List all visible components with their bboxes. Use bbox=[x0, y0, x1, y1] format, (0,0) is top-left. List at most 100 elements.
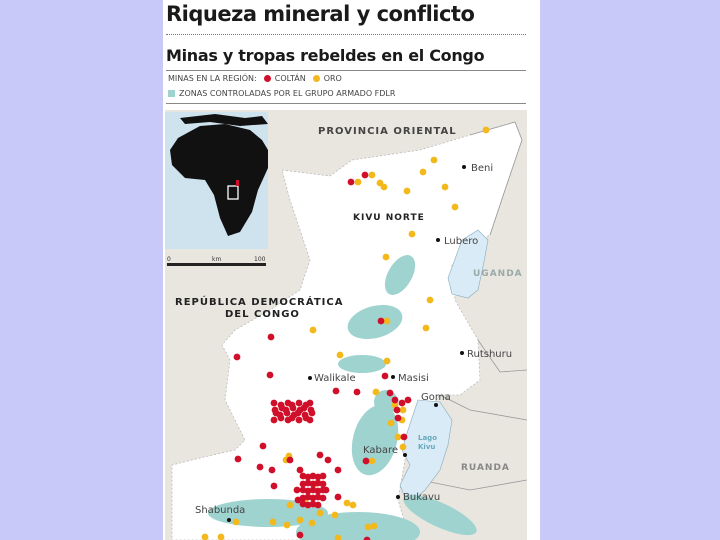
scale-unit: km bbox=[212, 256, 221, 263]
coltan-mine-dot bbox=[394, 414, 402, 422]
coltan-mine-dot bbox=[277, 414, 285, 422]
coltan-mine-dot bbox=[319, 480, 327, 488]
coltan-mine-dot bbox=[391, 396, 399, 404]
gold-mine-dot bbox=[399, 443, 407, 451]
coltan-mine-dot bbox=[289, 404, 297, 412]
zone-square-icon bbox=[168, 90, 175, 97]
gold-mine-dot bbox=[269, 518, 277, 526]
coltan-mine-dot bbox=[334, 493, 342, 501]
coltan-mine-dot bbox=[266, 371, 274, 379]
coltan-mine-dot bbox=[393, 406, 401, 414]
city-label-bukavu: Bukavu bbox=[403, 492, 440, 503]
city-marker-goma bbox=[434, 403, 438, 407]
city-marker-beni bbox=[462, 165, 466, 169]
gold-mine-dot bbox=[419, 168, 427, 176]
coltan-mine-dot bbox=[381, 372, 389, 380]
coltan-mine-dot bbox=[259, 442, 267, 450]
coltan-mine-dot bbox=[319, 494, 327, 502]
legend-zones-label: ZONAS CONTROLADAS POR EL GRUPO ARMADO FD… bbox=[179, 89, 396, 98]
coltan-dot-icon bbox=[263, 75, 271, 82]
coltan-mine-dot bbox=[233, 353, 241, 361]
region-uganda: UGANDA bbox=[473, 269, 523, 279]
coltan-mine-dot bbox=[362, 457, 370, 465]
gold-mine-dot bbox=[309, 326, 317, 334]
legend-coltan-label: COLTÁN bbox=[274, 74, 306, 83]
gold-mine-dot bbox=[364, 523, 372, 531]
coltan-mine-dot bbox=[386, 389, 394, 397]
coltan-mine-dot bbox=[377, 317, 385, 325]
gold-mine-dot bbox=[331, 511, 339, 519]
coltan-mine-dot bbox=[319, 472, 327, 480]
gold-mine-dot bbox=[408, 230, 416, 238]
page-title: Riqueza mineral y conflicto bbox=[166, 2, 475, 26]
coltan-mine-dot bbox=[363, 536, 371, 540]
coltan-mine-dot bbox=[398, 399, 406, 407]
fdlr-zone bbox=[403, 494, 477, 536]
borders bbox=[419, 121, 528, 491]
coltan-mine-dot bbox=[293, 486, 301, 494]
gold-mine-dot bbox=[403, 187, 411, 195]
gold-mine-dot bbox=[316, 509, 324, 517]
scale-end: 100 bbox=[254, 256, 266, 263]
legend-gold-label: ORO bbox=[323, 74, 342, 83]
fdlr-zones bbox=[208, 255, 477, 540]
coltan-mine-dot bbox=[306, 399, 314, 407]
coltan-mine-dot bbox=[267, 333, 275, 341]
coltan-mine-dot bbox=[324, 456, 332, 464]
coltan-mine-dot bbox=[300, 404, 308, 412]
dotted-divider bbox=[166, 34, 526, 35]
coltan-mine-dot bbox=[306, 416, 314, 424]
city-marker-kabare bbox=[403, 453, 407, 457]
coltan-mine-dot bbox=[400, 433, 408, 441]
gold-mine-dot bbox=[308, 519, 316, 527]
city-marker-walikale bbox=[308, 376, 312, 380]
gold-mine-dot bbox=[451, 203, 459, 211]
city-label-beni: Beni bbox=[471, 163, 493, 174]
coltan-mine-dot bbox=[286, 456, 294, 464]
gold-mine-dot bbox=[380, 183, 388, 191]
city-label-masisi: Masisi bbox=[398, 373, 429, 384]
page-subtitle: Minas y tropas rebeldes en el Congo bbox=[166, 46, 485, 65]
coltan-mine-dot bbox=[288, 414, 296, 422]
gold-mine-dot bbox=[430, 156, 438, 164]
coltan-mine-dot bbox=[295, 416, 303, 424]
gold-mine-dot bbox=[383, 357, 391, 365]
city-label-shabunda: Shabunda bbox=[195, 505, 245, 516]
coltan-mine-dot bbox=[296, 466, 304, 474]
coltan-mine-dot bbox=[296, 531, 304, 539]
coltan-mine-dot bbox=[256, 463, 264, 471]
gold-mine-dot bbox=[426, 296, 434, 304]
europe-silhouette bbox=[180, 114, 268, 126]
inset-map: 0 km 100 bbox=[165, 112, 268, 266]
legend-mines-label: MINAS EN LA REGIÓN: bbox=[168, 74, 257, 83]
coltan-mine-dot bbox=[270, 482, 278, 490]
region-provincia-oriental: PROVINCIA ORIENTAL bbox=[318, 126, 457, 137]
region-kivu-norte: KIVU NORTE bbox=[353, 213, 425, 223]
region-ruanda: RUANDA bbox=[461, 463, 510, 473]
gold-mine-dot bbox=[286, 501, 294, 509]
city-label-kabare: Kabare bbox=[363, 445, 398, 456]
coltan-mine-dot bbox=[294, 409, 302, 417]
coltan-mine-dot bbox=[270, 416, 278, 424]
gold-mine-dot bbox=[368, 457, 376, 465]
city-marker-rutshuru bbox=[460, 351, 464, 355]
city-label-rutshuru: Rutshuru bbox=[467, 349, 512, 360]
gold-mine-dot bbox=[349, 501, 357, 509]
coltan-mine-dot bbox=[361, 171, 369, 179]
coltan-mine-dot bbox=[404, 396, 412, 404]
gold-mine-dot bbox=[334, 534, 342, 540]
fdlr-zone bbox=[338, 355, 386, 373]
gold-mine-dot bbox=[232, 518, 240, 526]
gold-dot-icon bbox=[312, 75, 320, 82]
gold-mine-dot bbox=[201, 533, 209, 540]
gold-mine-dot bbox=[283, 521, 291, 529]
fdlr-zone bbox=[347, 304, 403, 340]
coltan-mine-dot bbox=[314, 501, 322, 509]
legend-zones: ZONAS CONTROLADAS POR EL GRUPO ARMADO FD… bbox=[168, 89, 395, 98]
legend-mines: MINAS EN LA REGIÓN: COLTÁN ORO bbox=[168, 74, 342, 83]
africa-silhouette bbox=[170, 124, 268, 236]
city-label-goma: Goma bbox=[421, 392, 451, 403]
gold-mine-dot bbox=[296, 516, 304, 524]
gold-mine-dot bbox=[441, 183, 449, 191]
coltan-mine-dot bbox=[270, 399, 278, 407]
